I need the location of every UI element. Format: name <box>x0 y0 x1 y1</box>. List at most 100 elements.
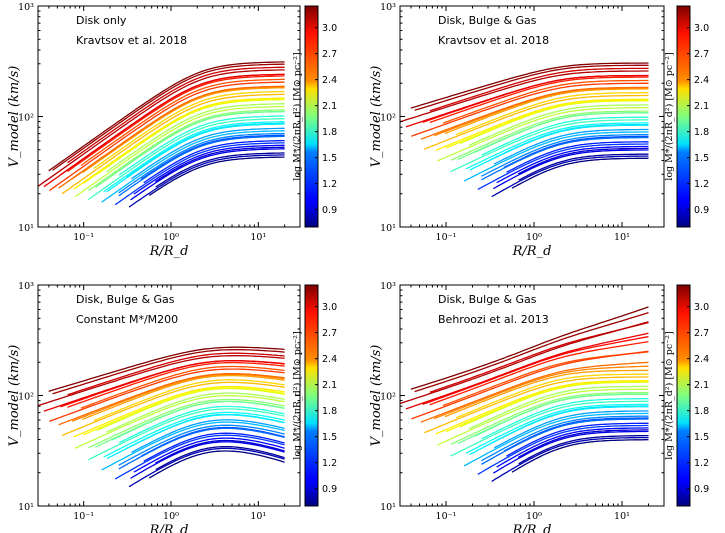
series-line <box>67 66 285 164</box>
series-line <box>492 430 649 474</box>
x-axis-label: R/R_d <box>512 523 552 533</box>
colorbar-tick-label: 1.8 <box>694 406 709 417</box>
colorbar-tick-label: 2.1 <box>694 380 709 391</box>
series-line <box>80 365 285 409</box>
series-line <box>429 76 649 124</box>
series-line <box>88 109 285 192</box>
series-line <box>118 132 285 194</box>
series-line <box>437 388 649 446</box>
x-axis-label: R/R_d <box>149 523 189 533</box>
series-line <box>38 69 285 188</box>
series-line <box>48 346 285 393</box>
colorbar-tick-label: 0.9 <box>694 484 709 495</box>
series-line <box>496 145 649 184</box>
y-axis-label: V_model (km/s) <box>7 345 22 447</box>
colorbar-tick-label: 2.1 <box>322 380 337 391</box>
series-line <box>140 134 285 180</box>
series-line <box>481 136 649 181</box>
colorbar-tick-label: 2.1 <box>322 101 337 112</box>
x-tick-label: 10⁻¹ <box>73 511 94 522</box>
series-line <box>455 373 649 419</box>
colorbar-tick-label: 2.4 <box>694 75 709 86</box>
panel-annotation: Disk only <box>76 14 127 27</box>
series-line <box>58 372 285 426</box>
series-line <box>463 412 649 467</box>
series-line <box>52 63 285 171</box>
series-line <box>410 62 649 109</box>
series-line <box>491 155 649 198</box>
colorbar-tick-label: 1.2 <box>322 179 337 190</box>
series-line <box>517 147 649 175</box>
series-line <box>130 441 285 479</box>
panel-3: 10⁻¹ 10⁰ 10¹ 10¹ 10² 10³ R/R_d V_model (km/s) Di… <box>7 281 337 533</box>
series-line <box>422 335 649 406</box>
series-line <box>101 421 285 471</box>
series-line <box>435 380 649 435</box>
series-line <box>61 93 285 195</box>
series-line <box>410 306 649 390</box>
series-line <box>58 85 285 189</box>
panel-annotation: Disk, Bulge & Gas <box>76 293 175 306</box>
series-line <box>73 97 285 190</box>
series-line <box>450 119 649 173</box>
series-line <box>83 98 285 184</box>
series-line <box>88 398 285 449</box>
x-tick-label: 10¹ <box>250 511 266 522</box>
colorbar-tick-label: 1.5 <box>694 153 709 164</box>
series-line <box>88 408 285 461</box>
x-tick-label: 10⁰ <box>526 511 542 522</box>
panel-annotation: Behroozi et al. 2013 <box>438 313 549 326</box>
colorbar-tick-label: 0.9 <box>322 205 337 216</box>
series-line <box>74 105 285 198</box>
series-line <box>155 152 285 188</box>
series-line <box>131 419 285 453</box>
y-tick-label: 10¹ <box>18 223 34 234</box>
colorbar-tick-label: 2.4 <box>322 354 337 365</box>
panel-2: 10⁻¹ 10⁰ 10¹ 10¹ 10² 10³ R/R_d V_model (km/s) Di… <box>369 2 709 259</box>
series-line <box>128 154 285 208</box>
series-line <box>48 81 285 192</box>
series-line <box>155 446 285 471</box>
series-line <box>469 124 649 171</box>
panel-annotation: Disk, Bulge & Gas <box>438 293 537 306</box>
series-line <box>103 121 285 193</box>
colorbar-label: log M*/(2πR_d²) [M⊙ pc⁻²] <box>292 52 303 180</box>
series-line <box>67 361 285 408</box>
series-line <box>414 311 649 393</box>
series-line <box>80 78 285 167</box>
series-line <box>49 368 285 423</box>
colorbar-tick-label: 3.0 <box>694 302 709 313</box>
series-line <box>481 397 649 440</box>
series-line <box>118 427 285 470</box>
series-line <box>133 144 285 195</box>
colorbar-tick-label: 1.2 <box>694 179 709 190</box>
series-line <box>106 414 285 460</box>
colorbar-tick-label: 2.7 <box>694 49 709 60</box>
series-line <box>133 437 285 473</box>
series-line <box>118 405 285 444</box>
series-line <box>411 350 649 420</box>
x-tick-label: 10¹ <box>614 511 630 522</box>
colorbar-tick-label: 1.8 <box>694 127 709 138</box>
x-axis-label: R/R_d <box>149 244 189 259</box>
series-line <box>97 387 285 431</box>
series-line <box>457 393 649 445</box>
y-tick-label: 10² <box>18 392 34 403</box>
colorbar-tick-label: 1.2 <box>694 458 709 469</box>
series-line <box>114 142 285 206</box>
series-line <box>493 128 649 165</box>
series-line <box>143 139 285 184</box>
x-tick-label: 10⁻¹ <box>436 232 457 243</box>
series-line <box>469 405 649 456</box>
series-line <box>420 86 649 140</box>
colorbar-tick-label: 3.0 <box>694 23 709 34</box>
y-axis-label: V_model (km/s) <box>7 66 22 168</box>
series-line <box>457 112 649 161</box>
panel-annotation: Kravtsov et al. 2018 <box>438 34 549 47</box>
colorbar-tick-label: 0.9 <box>694 205 709 216</box>
series-line <box>128 447 285 488</box>
colorbar-tick-label: 1.8 <box>322 127 337 138</box>
series-line <box>477 143 649 190</box>
x-tick-label: 10⁰ <box>163 232 179 243</box>
